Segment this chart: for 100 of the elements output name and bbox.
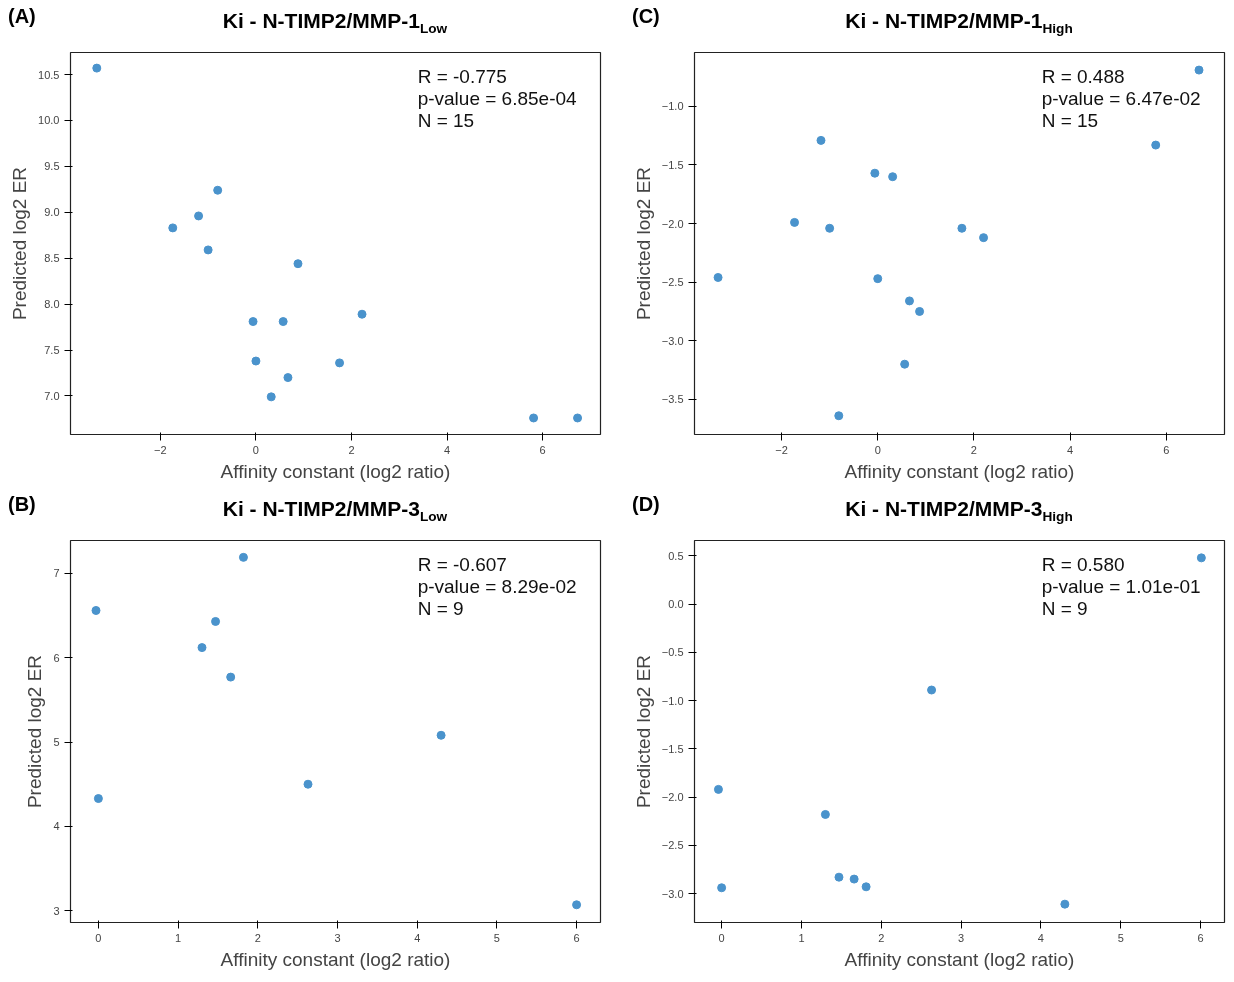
y-tick-label: −2.5 xyxy=(661,839,684,852)
x-tick-label: 1 xyxy=(175,931,182,944)
text: (C) xyxy=(632,4,660,29)
point xyxy=(861,882,871,892)
point xyxy=(203,245,213,255)
y-tick-label: −3.0 xyxy=(661,334,684,347)
point xyxy=(226,672,236,682)
chart-title: Ki - N-TIMP2/MMP-3$_{Low}$ xyxy=(221,496,449,527)
y-tick-label: 10.0 xyxy=(38,114,60,127)
y-tick-label: 8.5 xyxy=(44,252,60,265)
annotation: N = 15 xyxy=(1041,110,1099,132)
point xyxy=(529,413,539,423)
point xyxy=(1060,899,1070,909)
x-tick-label: 2 xyxy=(878,931,885,944)
point xyxy=(92,63,102,73)
x-tick-label: −2 xyxy=(154,443,167,456)
annotation: N = 9 xyxy=(1041,598,1088,620)
x-tick-label: 4 xyxy=(1067,443,1074,456)
point xyxy=(238,552,248,562)
y-tick-label: −3.5 xyxy=(661,393,684,406)
x-tick-label: 5 xyxy=(493,931,500,944)
y-axis-title: Predicted log2 ER xyxy=(632,166,654,321)
x-tick-label: 3 xyxy=(334,931,341,944)
annotation: p-value = 8.29e-02 xyxy=(417,576,577,598)
y-tick-label: 0.0 xyxy=(668,598,684,611)
y-tick-label: −1.5 xyxy=(661,158,684,171)
chart-title: Ki - N-TIMP2/MMP-1$_{High}$ xyxy=(844,8,1074,39)
point xyxy=(888,172,898,182)
y-tick-label: −1.5 xyxy=(661,742,684,755)
point xyxy=(904,296,914,306)
x-axis-title: Affinity constant (log2 ratio) xyxy=(844,948,1075,970)
x-tick-label: 0 xyxy=(252,443,259,456)
point xyxy=(927,685,937,695)
x-tick-label: 6 xyxy=(1197,931,1204,944)
chart-title: Ki - N-TIMP2/MMP-1$_{Low}$ xyxy=(221,8,449,39)
annotation: p-value = 6.47e-02 xyxy=(1041,88,1201,110)
annotation: R = -0.607 xyxy=(417,553,507,575)
point xyxy=(873,274,883,284)
y-tick-label: −1.0 xyxy=(661,694,684,707)
x-axis-title: Affinity constant (log2 ratio) xyxy=(220,460,451,482)
point xyxy=(194,211,204,221)
point xyxy=(436,730,446,740)
x-tick-label: 2 xyxy=(970,443,977,456)
y-tick-label: 5 xyxy=(53,736,60,749)
point xyxy=(849,874,859,884)
point xyxy=(93,794,103,804)
y-tick-label: −2.5 xyxy=(661,276,684,289)
annotation: N = 15 xyxy=(417,110,475,132)
y-tick-label: −2.0 xyxy=(661,791,684,804)
point xyxy=(816,135,826,145)
point xyxy=(91,606,101,615)
x-axis-title: Affinity constant (log2 ratio) xyxy=(844,460,1075,482)
y-tick-label: 4 xyxy=(53,820,60,833)
y-tick-label: −2.0 xyxy=(661,217,684,230)
point xyxy=(1196,553,1206,563)
point xyxy=(335,358,345,368)
y-tick-label: −3.0 xyxy=(661,887,684,900)
y-tick-label: 0.5 xyxy=(668,549,684,562)
point xyxy=(834,411,844,421)
annotation: p-value = 1.01e-01 xyxy=(1041,576,1201,598)
point xyxy=(957,223,967,233)
x-tick-label: 2 xyxy=(254,931,261,944)
point xyxy=(790,217,800,227)
x-tick-label: 6 xyxy=(539,443,546,456)
y-tick-label: 6 xyxy=(53,651,60,664)
y-tick-label: −1.0 xyxy=(661,100,684,113)
text: (A) xyxy=(8,4,36,29)
annotation: p-value = 6.85e-04 xyxy=(417,88,578,110)
annotation: R = 0.488 xyxy=(1041,65,1125,87)
y-axis-title: Predicted log2 ER xyxy=(24,654,46,809)
point xyxy=(293,259,303,269)
point xyxy=(213,185,223,195)
text: (B) xyxy=(8,492,36,517)
point xyxy=(1194,65,1204,75)
point xyxy=(1151,140,1161,150)
point xyxy=(168,223,178,233)
y-tick-label: 8.0 xyxy=(44,298,60,311)
x-tick-label: 0 xyxy=(874,443,881,456)
point xyxy=(870,168,880,178)
text: (D) xyxy=(632,492,660,517)
y-axis-title: Predicted log2 ER xyxy=(9,166,31,321)
point xyxy=(278,317,288,327)
chart-title: Ki - N-TIMP2/MMP-3$_{High}$ xyxy=(844,496,1074,527)
point xyxy=(834,872,844,882)
x-tick-label: 6 xyxy=(573,931,580,944)
point xyxy=(211,616,221,626)
x-tick-label: −2 xyxy=(775,443,788,456)
x-tick-label: 0 xyxy=(718,931,725,944)
y-tick-label: 7.0 xyxy=(44,389,60,402)
point xyxy=(251,356,261,366)
point xyxy=(266,392,276,402)
point xyxy=(713,272,723,282)
y-axis-title: Predicted log2 ER xyxy=(632,654,654,809)
point xyxy=(825,223,835,233)
annotation: R = -0.775 xyxy=(417,65,507,87)
x-tick-label: 4 xyxy=(1037,931,1044,944)
point xyxy=(303,779,313,789)
x-tick-label: 4 xyxy=(414,931,421,944)
point xyxy=(197,643,207,653)
point xyxy=(713,784,723,794)
